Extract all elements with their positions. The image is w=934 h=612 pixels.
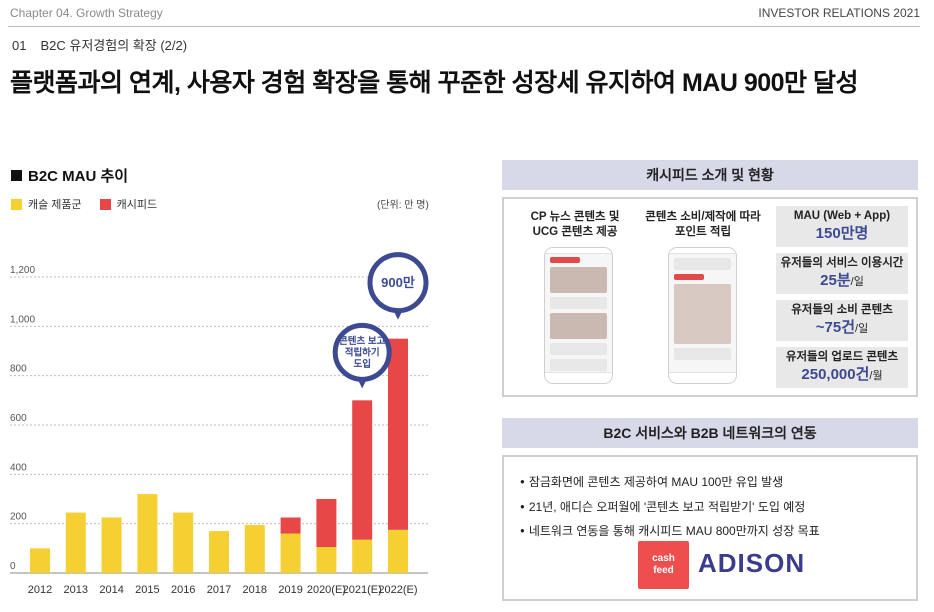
chart-title-text: B2C MAU 추이 bbox=[28, 168, 129, 185]
intro-col2-heading: 콘텐츠 소비/제작에 따라 포인트 적립 bbox=[636, 210, 770, 240]
y-tick-label: 1,200 bbox=[10, 265, 35, 276]
page-headline: 플랫폼과의 연계, 사용자 경험 확장을 통해 꾸준한 성장세 유지하여 MAU… bbox=[10, 69, 859, 97]
header-divider bbox=[8, 26, 920, 27]
bar-castle bbox=[352, 539, 373, 573]
intro-col1-heading: CP 뉴스 콘텐츠 및 UCG 콘텐츠 제공 bbox=[520, 210, 630, 240]
bar-castle bbox=[244, 524, 265, 573]
stat-consumed: 유저들의 소비 콘텐츠 ~75건/일 bbox=[776, 300, 908, 341]
legend-label-cashfeed: 캐시피드 bbox=[116, 199, 158, 211]
stat-consumed-value: ~75건/일 bbox=[815, 319, 869, 336]
x-tick-label: 2014 bbox=[99, 584, 123, 596]
stat-uploaded: 유저들의 업로드 콘텐츠 250,000건/월 bbox=[776, 347, 908, 388]
intro-panel-title: 캐시피드 소개 및 현황 bbox=[502, 160, 918, 190]
stat-mau-value: 150만명 bbox=[815, 225, 869, 242]
y-tick-label: 1,000 bbox=[10, 314, 35, 325]
intro-col2-line2: 포인트 적립 bbox=[674, 226, 732, 238]
link-bullet-1: 잠금화면에 콘텐츠 제공하여 MAU 100만 유입 발생 bbox=[520, 470, 820, 495]
x-tick-label: 2022(E) bbox=[378, 584, 417, 596]
section-number: 01 bbox=[12, 38, 27, 53]
x-tick-label: 2012 bbox=[28, 584, 52, 596]
x-tick-label: 2015 bbox=[135, 584, 159, 596]
annotation-bubble-intro bbox=[332, 322, 392, 382]
bar-cashfeed bbox=[316, 499, 337, 548]
stat-usage-time-label: 유저들의 서비스 이용시간 bbox=[780, 257, 904, 269]
annotation-bubble-900 bbox=[367, 252, 429, 314]
y-tick-label: 0 bbox=[10, 561, 16, 572]
stat-uploaded-value: 250,000건/월 bbox=[801, 366, 883, 383]
section-title: B2C 유저경험의 확장 (2/2) bbox=[40, 38, 188, 53]
bar-castle bbox=[280, 533, 301, 573]
intro-col1-line2: UCG 콘텐츠 제공 bbox=[532, 226, 618, 238]
square-bullet-icon bbox=[11, 170, 22, 181]
mau-bar-chart: 0 200 400 600 800 1,000 1,200 2012 2013 2014 2015 2… bbox=[10, 252, 429, 596]
adison-logo: ADISON bbox=[698, 548, 806, 578]
stat-consumed-label: 유저들의 소비 콘텐츠 bbox=[791, 304, 893, 316]
x-tick-label: 2018 bbox=[243, 584, 267, 596]
stat-uploaded-label: 유저들의 업로드 콘텐츠 bbox=[785, 351, 899, 363]
annotation-bubble-900-text: 900만 bbox=[381, 275, 415, 290]
section-heading: 01 B2C 유저경험의 확장 (2/2) bbox=[12, 35, 187, 54]
legend-swatch-red bbox=[99, 198, 111, 210]
x-tick-label: 2020(E) bbox=[307, 584, 346, 596]
phone-mockup-points bbox=[668, 247, 737, 384]
stat-usage-time-value: 25분/일 bbox=[820, 272, 864, 289]
x-tick-label: 2017 bbox=[207, 584, 231, 596]
bar-cashfeed bbox=[388, 338, 408, 530]
link-bullet-2: 21년, 애디슨 오퍼월에 '콘텐츠 보고 적립받기' 도입 예정 bbox=[520, 495, 820, 520]
bar-castle bbox=[30, 548, 50, 573]
link-panel-title: B2C 서비스와 B2B 네트워크의 연동 bbox=[502, 418, 918, 448]
phone-mockup-news bbox=[544, 247, 613, 384]
x-tick-label: 2013 bbox=[64, 584, 88, 596]
bar-cashfeed bbox=[352, 400, 373, 540]
chapter-label: Chapter 04. Growth Strategy bbox=[10, 6, 163, 20]
bar-castle bbox=[173, 512, 194, 573]
x-tick-label: 2016 bbox=[171, 584, 195, 596]
legend-item-cashfeed: 캐시피드 bbox=[99, 196, 158, 212]
stat-mau-label: MAU (Web + App) bbox=[793, 210, 891, 222]
y-tick-label: 600 bbox=[10, 413, 27, 424]
annotation-bubble-intro-text: 도입 bbox=[353, 358, 370, 370]
y-tick-label: 800 bbox=[10, 364, 27, 375]
stat-usage-time: 유저들의 서비스 이용시간 25분/일 bbox=[776, 253, 908, 294]
bar-castle bbox=[137, 494, 158, 573]
legend-label-castle: 캐슬 제품군 bbox=[28, 199, 82, 211]
bar-castle bbox=[388, 529, 408, 573]
cashfeed-logo: cash feed bbox=[638, 541, 689, 589]
bar-castle bbox=[209, 531, 229, 573]
link-bullet-3: 네트워크 연동을 통해 캐시피드 MAU 800만까지 성장 목표 bbox=[520, 519, 820, 544]
y-tick-label: 400 bbox=[10, 462, 27, 473]
chart-legend: 캐슬 제품군 캐시피드 bbox=[11, 196, 157, 212]
legend-item-castle: 캐슬 제품군 bbox=[11, 196, 82, 212]
y-tick-label: 200 bbox=[10, 512, 27, 523]
legend-swatch-yellow bbox=[11, 198, 22, 210]
ir-label: INVESTOR RELATIONS 2021 bbox=[758, 6, 920, 20]
bar-cashfeed bbox=[280, 517, 301, 534]
x-tick-label: 2019 bbox=[278, 584, 302, 596]
annotation-bubble-intro-text: 적립하기 bbox=[345, 347, 380, 359]
intro-col2-line1: 콘텐츠 소비/제작에 따라 bbox=[645, 211, 761, 223]
annotation-bubble-intro-text: 콘텐츠 보고 bbox=[339, 335, 386, 347]
x-tick-label: 2021(E) bbox=[343, 584, 382, 596]
chart-title: B2C MAU 추이 bbox=[11, 165, 128, 186]
bar-castle bbox=[101, 517, 122, 573]
chart-unit: (단위: 만 명) bbox=[377, 200, 429, 211]
intro-col1-line1: CP 뉴스 콘텐츠 및 bbox=[530, 211, 620, 223]
link-bullet-list: 잠금화면에 콘텐츠 제공하여 MAU 100만 유입 발생 21년, 애디슨 오… bbox=[520, 470, 820, 544]
bar-castle bbox=[65, 512, 86, 573]
stat-mau: MAU (Web + App) 150만명 bbox=[776, 206, 908, 247]
bar-castle bbox=[316, 547, 337, 573]
